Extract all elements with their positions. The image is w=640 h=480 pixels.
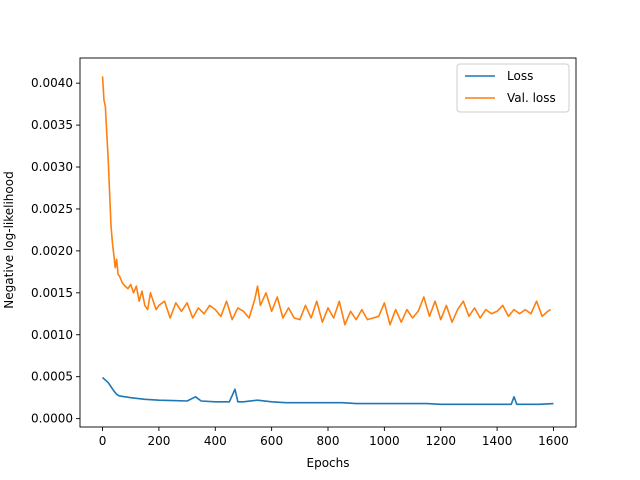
legend-label-val-loss: Val. loss xyxy=(507,91,556,105)
x-tick-label: 1000 xyxy=(369,434,400,448)
y-tick-label: 0.0035 xyxy=(31,118,73,132)
x-tick-label: 600 xyxy=(260,434,283,448)
series-line-val-loss xyxy=(101,76,552,326)
x-tick-label: 800 xyxy=(317,434,340,448)
x-tick-label: 200 xyxy=(147,434,170,448)
y-tick-label: 0.0005 xyxy=(31,370,73,384)
x-tick-label: 1200 xyxy=(425,434,456,448)
y-tick-label: 0.0030 xyxy=(31,160,73,174)
legend-label-loss: Loss xyxy=(507,69,533,83)
axes: 0 200 400 600 800 1000 1200 1400 1600 0.0000 0.000… xyxy=(31,57,577,448)
y-tick-label: 0.0010 xyxy=(31,328,73,342)
y-tick-label: 0.0000 xyxy=(31,412,73,426)
y-tick-label: 0.0025 xyxy=(31,202,73,216)
x-tick-label: 0 xyxy=(99,434,107,448)
x-axis-label: Epochs xyxy=(307,456,350,470)
y-tick-label: 0.0040 xyxy=(31,76,73,90)
y-axis-label: Negative log-likelihood xyxy=(2,171,16,308)
x-tick-label: 1600 xyxy=(538,434,569,448)
y-tick-label: 0.0020 xyxy=(31,244,73,258)
x-tick-label: 1400 xyxy=(482,434,513,448)
x-tick-label: 400 xyxy=(204,434,227,448)
series-line-loss xyxy=(102,376,554,406)
legend: Loss Val. loss xyxy=(456,63,570,113)
plot-area xyxy=(101,76,554,406)
y-tick-label: 0.0015 xyxy=(31,286,73,300)
